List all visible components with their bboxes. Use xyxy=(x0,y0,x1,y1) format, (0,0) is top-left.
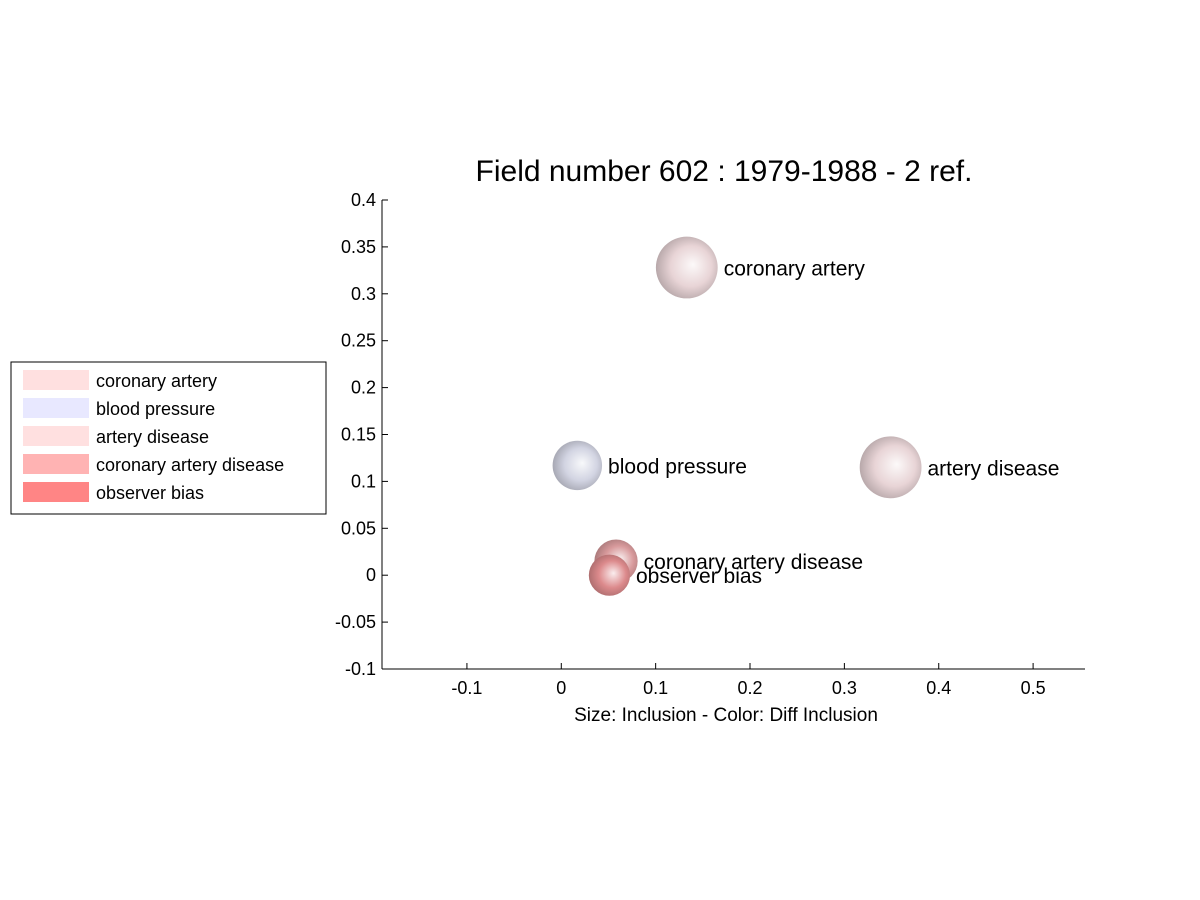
data-point-label: artery disease xyxy=(928,457,1060,480)
chart-title: Field number 602 : 1979-1988 - 2 ref. xyxy=(476,155,973,188)
x-axis-label: Size: Inclusion - Color: Diff Inclusion xyxy=(574,705,878,726)
ticks: 0.4 0.35 0.3 0.25 0.2 0.15 0.1 0.05 0 -0.05 -0.1 -0… xyxy=(335,190,1046,698)
legend-swatch xyxy=(23,370,89,390)
y-tick-label: -0.05 xyxy=(335,612,376,632)
y-tick-label: 0.25 xyxy=(341,331,376,351)
y-tick-label: 0.3 xyxy=(351,284,376,304)
data-point-label: coronary artery xyxy=(724,258,866,281)
y-tick-label: -0.1 xyxy=(345,659,376,679)
legend-entry-label: coronary artery disease xyxy=(96,455,284,475)
data-point xyxy=(859,436,922,499)
data-point xyxy=(588,554,631,596)
data-point-label: blood pressure xyxy=(608,455,747,478)
data-point-label: coronary artery disease xyxy=(644,551,863,574)
x-tick-label: -0.1 xyxy=(451,678,482,698)
y-tick-label: 0 xyxy=(366,565,376,585)
x-tick-label: 0.1 xyxy=(643,678,668,698)
y-tick-label: 0.4 xyxy=(351,190,376,210)
legend: coronary artery blood pressure artery dise… xyxy=(10,361,327,515)
y-tick-label: 0.35 xyxy=(341,237,376,257)
legend-swatch xyxy=(23,454,89,474)
x-tick-label: 0 xyxy=(556,678,566,698)
legend-entry-label: coronary artery xyxy=(96,371,217,391)
legend-entry-label: blood pressure xyxy=(96,399,215,419)
data-point xyxy=(655,236,718,299)
y-tick-label: 0.05 xyxy=(341,518,376,538)
legend-swatch xyxy=(23,426,89,446)
x-tick-label: 0.5 xyxy=(1021,678,1046,698)
y-tick-label: 0.2 xyxy=(351,378,376,398)
legend-swatch xyxy=(23,482,89,502)
x-tick-label: 0.4 xyxy=(926,678,951,698)
legend-entry-label: artery disease xyxy=(96,427,209,447)
data-point xyxy=(552,440,603,491)
legend-entry-label: observer bias xyxy=(96,483,204,503)
legend-swatch xyxy=(23,398,89,418)
x-tick-label: 0.3 xyxy=(832,678,857,698)
point-labels: coronary artery blood pressure artery dise… xyxy=(608,258,1059,589)
y-tick-label: 0.1 xyxy=(351,471,376,491)
y-tick-label: 0.15 xyxy=(341,425,376,445)
data-points xyxy=(552,236,922,596)
data-point-label: observer bias xyxy=(636,565,762,588)
x-tick-label: 0.2 xyxy=(737,678,762,698)
